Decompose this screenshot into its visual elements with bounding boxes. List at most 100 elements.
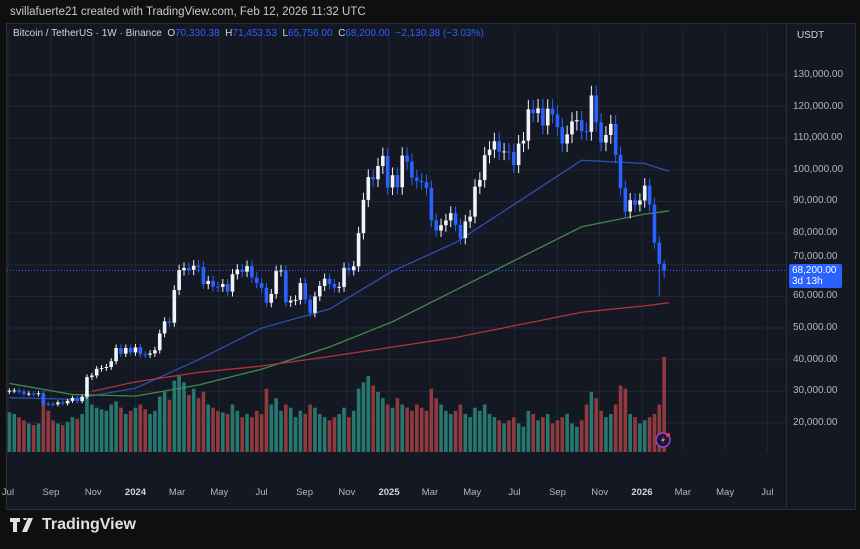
candle-body (487, 149, 492, 156)
candle-body (521, 140, 526, 144)
volume-bar (279, 410, 283, 452)
candle-body (216, 286, 220, 288)
price-axis[interactable] (786, 23, 855, 508)
volume-bar (589, 391, 594, 452)
volume-bar (439, 404, 443, 452)
candle-body (240, 269, 244, 272)
candle-body (439, 225, 443, 231)
volume-bar (657, 404, 662, 452)
candle-body (662, 263, 666, 271)
candle-body (254, 277, 259, 284)
candle-body (128, 347, 133, 353)
tradingview-logo: TradingView (10, 516, 136, 534)
open-label: O (167, 28, 176, 39)
candle-body (153, 350, 157, 354)
x-tick-label: May (716, 487, 735, 498)
volume-bar (94, 407, 99, 452)
candle-body (85, 377, 89, 397)
volume-bar (351, 410, 356, 452)
candle-body (36, 393, 41, 395)
volume-bar (85, 391, 89, 452)
candle-body (434, 220, 438, 231)
volume-bar (12, 414, 17, 452)
candle-body (453, 213, 458, 225)
candle-body (361, 199, 366, 234)
candle-body (545, 108, 550, 126)
volume-bar (177, 376, 181, 452)
volume-bar (473, 407, 477, 452)
volume-bar (143, 409, 147, 452)
volume-bar (240, 417, 244, 452)
moving-average-line (91, 302, 670, 392)
candle-body (293, 299, 298, 301)
candle-body (594, 95, 599, 123)
candle-body (623, 188, 628, 212)
candle-body (65, 400, 70, 404)
y-tick-label: 110,000.00 (793, 132, 843, 144)
volume-bar (584, 404, 589, 452)
candle-body (133, 347, 138, 353)
volume-bar (308, 404, 312, 452)
candle-body (220, 284, 225, 287)
y-tick-label: 50,000.00 (793, 322, 838, 334)
volume-bar (647, 417, 652, 452)
candle-body (502, 151, 506, 153)
candle-body (473, 186, 477, 217)
candle-body (628, 200, 632, 212)
volume-bar (444, 410, 448, 452)
candle-body (560, 127, 565, 144)
candle-body (123, 347, 128, 354)
candle-body (633, 200, 637, 205)
candle-body (342, 267, 346, 287)
high-label: H (225, 28, 233, 39)
volume-bar (172, 380, 177, 452)
volume-bar (638, 423, 642, 452)
volume-bar (381, 398, 385, 452)
candle-body (94, 368, 99, 376)
candle-body (516, 143, 521, 166)
volume-bar (390, 407, 395, 452)
volume-bar (550, 423, 555, 452)
bar-countdown: 3d 13h (792, 276, 823, 287)
volume-bar (196, 398, 201, 452)
candle-body (274, 271, 278, 294)
y-tick-label: 20,000.00 (793, 417, 838, 428)
candle-body (608, 123, 613, 135)
candle-body (191, 265, 196, 270)
y-tick-label: 90,000.00 (793, 195, 838, 207)
candle-body (390, 175, 395, 188)
candle-body (400, 155, 405, 188)
symbol-name[interactable]: Bitcoin / TetherUS · 1W · Binance (13, 28, 162, 39)
x-tick-label: Mar (168, 487, 186, 498)
volume-bar (36, 423, 41, 452)
candle-body (414, 177, 419, 181)
volume-bar (46, 410, 50, 452)
volume-bar (361, 382, 366, 452)
candle-body (599, 122, 603, 143)
volume-bar (31, 425, 36, 452)
candle-body (531, 109, 535, 114)
x-tick-label: Mar (421, 487, 439, 498)
volume-bar (230, 404, 235, 452)
x-tick-label: 2024 (124, 487, 147, 498)
change-value: −2,130.38 (−3.03%) (395, 28, 484, 39)
volume-bar (526, 410, 531, 452)
y-tick-label: 100,000.00 (793, 163, 844, 175)
volume-bar (22, 420, 26, 452)
candle-body (245, 266, 249, 272)
volume-bar (604, 417, 608, 452)
volume-bar (317, 414, 322, 452)
candle-body (148, 353, 152, 355)
candle-body (172, 290, 177, 323)
candle-body (288, 300, 293, 303)
candle-body (448, 213, 453, 221)
volume-bar (628, 414, 632, 452)
candle-body (395, 175, 400, 188)
volume-bar (148, 414, 152, 452)
notification-dot (666, 433, 670, 437)
volume-bar (182, 382, 186, 452)
candle-body (458, 224, 463, 239)
x-tick-label: May (210, 487, 229, 498)
volume-bar (264, 388, 269, 452)
